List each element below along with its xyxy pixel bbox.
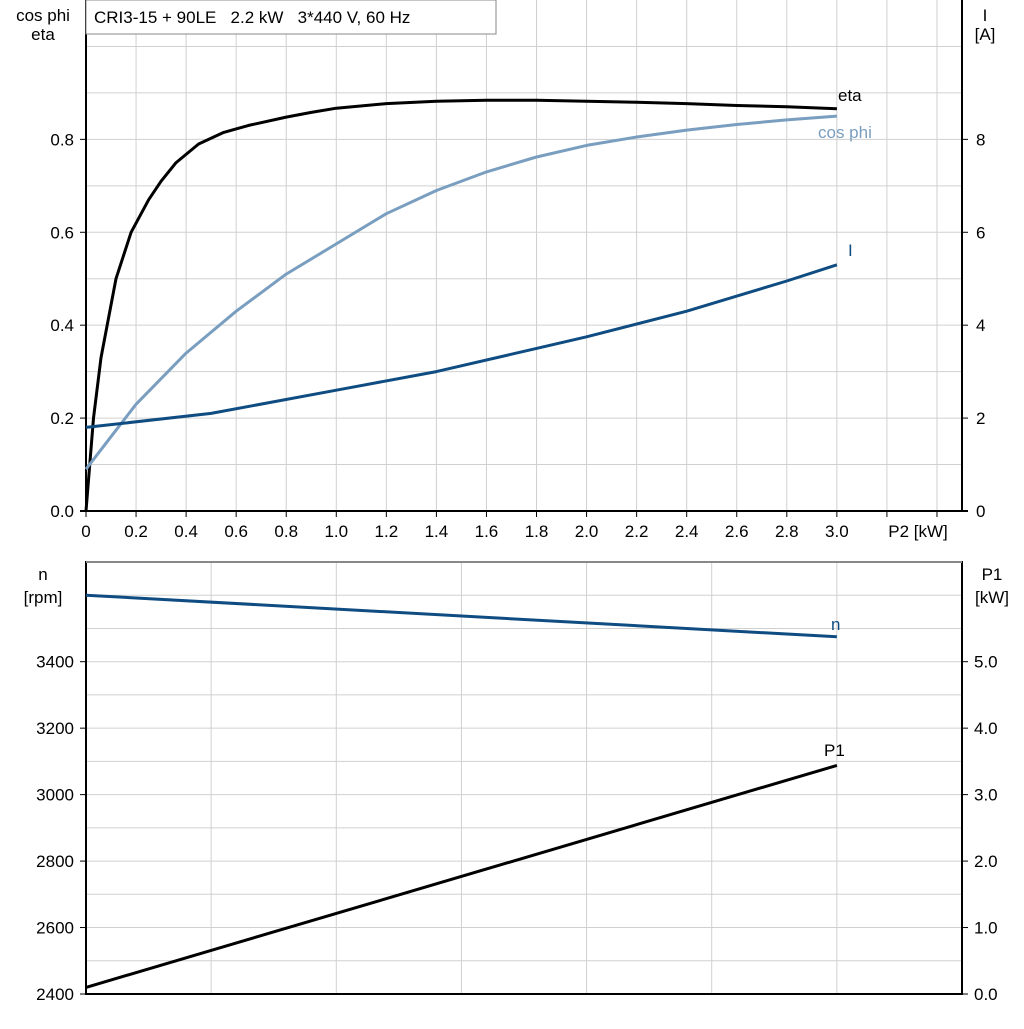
series-line-cos-phi <box>84 114 838 471</box>
n-axis-label-2: [rpm] <box>24 588 63 607</box>
x-tick-label: 0 <box>81 522 90 541</box>
title-box <box>85 0 497 35</box>
y-right-tick-label: 0 <box>976 502 985 521</box>
p1-tick-label: 0.0 <box>974 985 998 1004</box>
y-right-tick-label: 4 <box>976 316 985 335</box>
p1-tick-label: 5.0 <box>974 653 998 672</box>
y-left-tick-label: 0.4 <box>50 316 74 335</box>
x-tick-label: 3.0 <box>825 522 849 541</box>
series-label-I: I <box>848 241 853 260</box>
x-tick-label: 2.8 <box>775 522 799 541</box>
n-tick-label: 2400 <box>36 985 74 1004</box>
p1-tick-label: 1.0 <box>974 919 998 938</box>
series-label-P1: P1 <box>824 741 845 760</box>
x-tick-label: 2.6 <box>725 522 749 541</box>
x-axis-label: P2 [kW] <box>888 522 948 541</box>
p1-axis-label-2: [kW] <box>975 588 1009 607</box>
y-left-label-2: eta <box>31 25 55 44</box>
x-tick-label: 0.2 <box>124 522 148 541</box>
p1-tick-label: 3.0 <box>974 786 998 805</box>
n-tick-label: 2600 <box>36 919 74 938</box>
series-line-n <box>85 593 837 639</box>
x-tick-label: 2.4 <box>675 522 699 541</box>
x-tick-label: 1.0 <box>324 522 348 541</box>
y-right-tick-label: 2 <box>976 409 985 428</box>
y-left-tick-label: 0.8 <box>50 130 74 149</box>
p1-tick-label: 2.0 <box>974 852 998 871</box>
x-tick-label: 0.4 <box>174 522 198 541</box>
series-label-cos-phi: cos phi <box>818 123 872 142</box>
y-right-tick-label: 8 <box>976 130 985 149</box>
n-tick-label: 3000 <box>36 786 74 805</box>
chart-title: CRI3-15 + 90LE 2.2 kW 3*440 V, 60 Hz <box>94 8 410 27</box>
p1-axis-label-1: P1 <box>982 565 1003 584</box>
top-chart: 0 0.2 0.4 0.6 0.8 1.0 1.2 1.4 1.6 1.8 2.0 2.2 2.4 2.6… <box>50 0 985 541</box>
x-tick-label: 1.8 <box>525 522 549 541</box>
x-tick-label: 2.2 <box>625 522 649 541</box>
x-tick-label: 1.4 <box>425 522 449 541</box>
series-line-P1 <box>85 763 838 989</box>
y-right-tick-label: 6 <box>976 223 985 242</box>
p1-tick-label: 4.0 <box>974 719 998 738</box>
n-tick-label: 2800 <box>36 852 74 871</box>
series-label-n: n <box>831 615 840 634</box>
n-tick-label: 3400 <box>36 653 74 672</box>
series-label-eta: eta <box>838 86 862 105</box>
x-tick-label: 2.0 <box>575 522 599 541</box>
n-axis-label-1: n <box>38 565 47 584</box>
x-tick-label: 1.6 <box>475 522 499 541</box>
x-tick-label: 0.8 <box>274 522 298 541</box>
y-left-tick-label: 0.6 <box>50 223 74 242</box>
series-line-eta <box>84 98 837 512</box>
x-tick-label: 0.6 <box>224 522 248 541</box>
y-left-tick-label: 0.0 <box>50 502 74 521</box>
x-tick-label: 1.2 <box>375 522 399 541</box>
y-right-label-2: [A] <box>975 25 996 44</box>
y-right-label-1: I <box>983 6 988 25</box>
bottom-chart: 2400 2600 2800 3000 3200 3400 0.0 1.0 2.0 3.0 4.0 5… <box>36 561 998 1004</box>
y-left-label-1: cos phi <box>16 6 70 25</box>
series-line-I <box>85 263 838 429</box>
n-tick-label: 3200 <box>36 719 74 738</box>
y-left-tick-label: 0.2 <box>50 409 74 428</box>
